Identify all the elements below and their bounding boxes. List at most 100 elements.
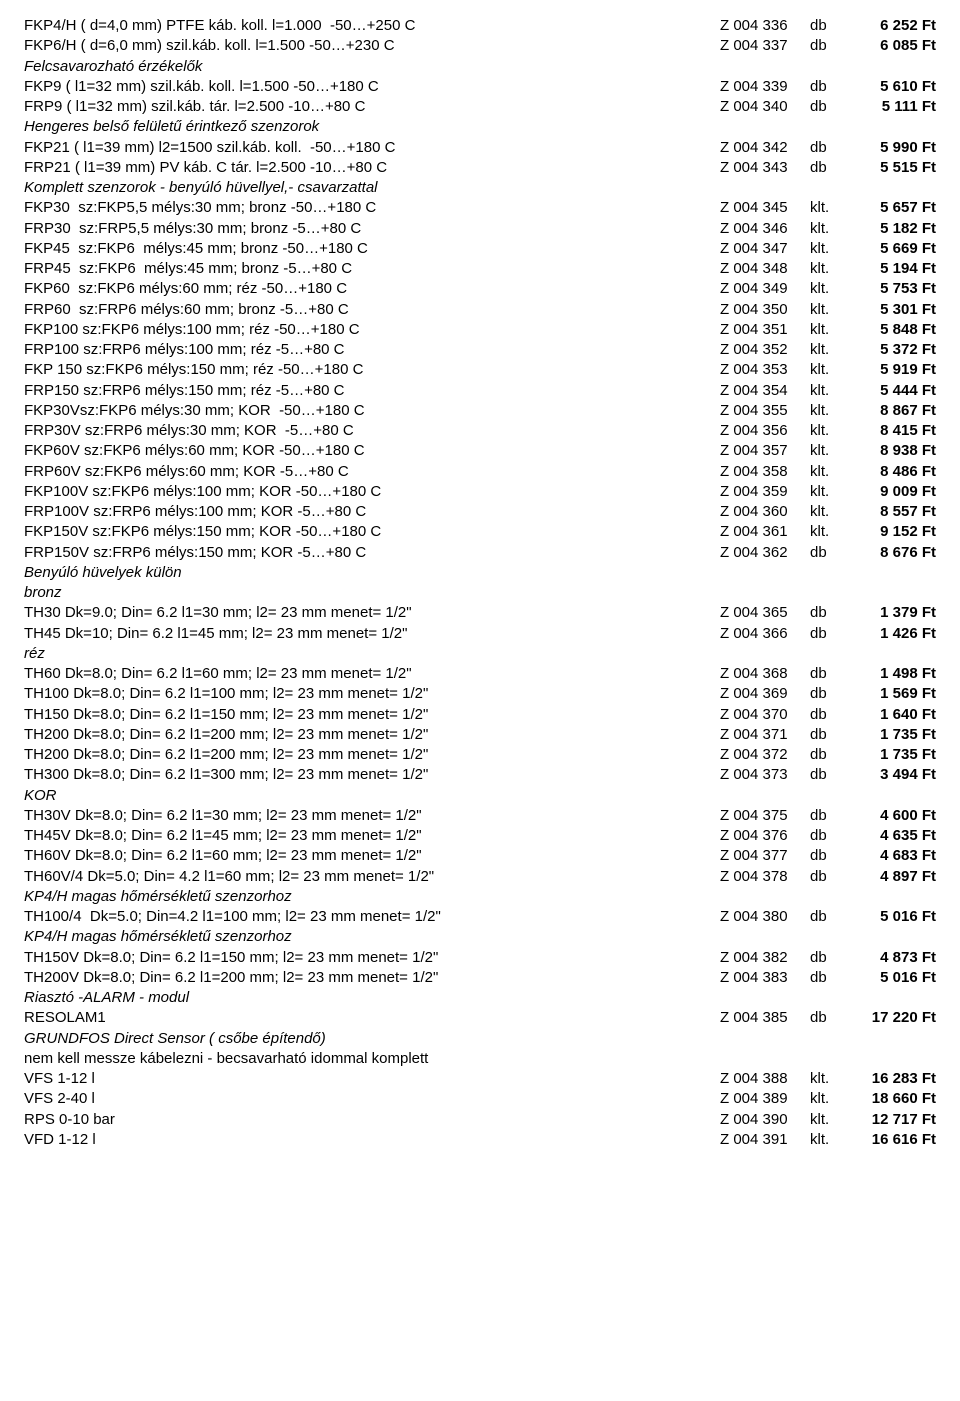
product-code: Z 004 377 bbox=[720, 846, 810, 866]
product-unit: klt. bbox=[810, 1089, 846, 1109]
section-heading: KP4/H magas hőmérsékletű szenzorhoz bbox=[24, 927, 936, 947]
product-code: Z 004 370 bbox=[720, 705, 810, 725]
price-list: FKP4/H ( d=4,0 mm) PTFE káb. koll. l=1.0… bbox=[24, 16, 936, 1150]
section-heading: Felcsavarozható érzékelők bbox=[24, 57, 936, 77]
price-row: FRP9 ( l1=32 mm) szil.káb. tár. l=2.500 … bbox=[24, 97, 936, 117]
price-row: FRP100V sz:FRP6 mélys:100 mm; KOR -5…+80… bbox=[24, 502, 936, 522]
section-heading: KOR bbox=[24, 786, 936, 806]
section-heading: réz bbox=[24, 644, 936, 664]
product-unit: klt. bbox=[810, 482, 846, 502]
section-heading: Benyúló hüvelyek külön bbox=[24, 563, 936, 583]
section-heading: Riasztó -ALARM - modul bbox=[24, 988, 936, 1008]
price-row: TH60V/4 Dk=5.0; Din= 4.2 l1=60 mm; l2= 2… bbox=[24, 867, 936, 887]
product-code: Z 004 346 bbox=[720, 219, 810, 239]
product-code: Z 004 343 bbox=[720, 158, 810, 178]
product-price: 8 676 Ft bbox=[846, 543, 936, 563]
product-unit: db bbox=[810, 16, 846, 36]
price-row: FKP9 ( l1=32 mm) szil.káb. koll. l=1.500… bbox=[24, 77, 936, 97]
product-price: 5 753 Ft bbox=[846, 279, 936, 299]
price-row: VFS 2-40 lZ 004 389klt.18 660 Ft bbox=[24, 1089, 936, 1109]
product-unit: db bbox=[810, 846, 846, 866]
product-unit: db bbox=[810, 664, 846, 684]
product-code: Z 004 347 bbox=[720, 239, 810, 259]
product-unit: db bbox=[810, 907, 846, 927]
product-description: VFS 2-40 l bbox=[24, 1089, 720, 1109]
product-price: 1 735 Ft bbox=[846, 745, 936, 765]
product-unit: db bbox=[810, 806, 846, 826]
product-description: TH200 Dk=8.0; Din= 6.2 l1=200 mm; l2= 23… bbox=[24, 745, 720, 765]
product-code: Z 004 391 bbox=[720, 1130, 810, 1150]
product-description: FKP60 sz:FKP6 mélys:60 mm; réz -50…+180 … bbox=[24, 279, 720, 299]
product-description: TH100 Dk=8.0; Din= 6.2 l1=100 mm; l2= 23… bbox=[24, 684, 720, 704]
product-description: TH45V Dk=8.0; Din= 6.2 l1=45 mm; l2= 23 … bbox=[24, 826, 720, 846]
product-description: FRP60 sz:FRP6 mélys:60 mm; bronz -5…+80 … bbox=[24, 300, 720, 320]
price-row: TH100 Dk=8.0; Din= 6.2 l1=100 mm; l2= 23… bbox=[24, 684, 936, 704]
price-row: TH30 Dk=9.0; Din= 6.2 l1=30 mm; l2= 23 m… bbox=[24, 603, 936, 623]
product-description: FKP 150 sz:FKP6 mélys:150 mm; réz -50…+1… bbox=[24, 360, 720, 380]
price-row: FKP150V sz:FKP6 mélys:150 mm; KOR -50…+1… bbox=[24, 522, 936, 542]
product-description: TH60 Dk=8.0; Din= 6.2 l1=60 mm; l2= 23 m… bbox=[24, 664, 720, 684]
section-heading: Komplett szenzorok - benyúló hüvellyel,-… bbox=[24, 178, 936, 198]
price-row: RPS 0-10 barZ 004 390klt.12 717 Ft bbox=[24, 1110, 936, 1130]
product-price: 5 919 Ft bbox=[846, 360, 936, 380]
product-unit: klt. bbox=[810, 1110, 846, 1130]
product-description: TH30V Dk=8.0; Din= 6.2 l1=30 mm; l2= 23 … bbox=[24, 806, 720, 826]
product-unit: db bbox=[810, 948, 846, 968]
price-row: FRP60 sz:FRP6 mélys:60 mm; bronz -5…+80 … bbox=[24, 300, 936, 320]
product-price: 4 683 Ft bbox=[846, 846, 936, 866]
product-code: Z 004 390 bbox=[720, 1110, 810, 1130]
price-row: RESOLAM1Z 004 385db17 220 Ft bbox=[24, 1008, 936, 1028]
product-description: TH300 Dk=8.0; Din= 6.2 l1=300 mm; l2= 23… bbox=[24, 765, 720, 785]
product-code: Z 004 361 bbox=[720, 522, 810, 542]
product-unit: db bbox=[810, 158, 846, 178]
product-price: 5 669 Ft bbox=[846, 239, 936, 259]
price-row: TH150V Dk=8.0; Din= 6.2 l1=150 mm; l2= 2… bbox=[24, 948, 936, 968]
product-price: 16 283 Ft bbox=[846, 1069, 936, 1089]
product-unit: klt. bbox=[810, 522, 846, 542]
product-unit: klt. bbox=[810, 360, 846, 380]
price-row: TH200 Dk=8.0; Din= 6.2 l1=200 mm; l2= 23… bbox=[24, 725, 936, 745]
product-price: 9 152 Ft bbox=[846, 522, 936, 542]
product-price: 5 610 Ft bbox=[846, 77, 936, 97]
product-code: Z 004 359 bbox=[720, 482, 810, 502]
section-heading: KP4/H magas hőmérsékletű szenzorhoz bbox=[24, 887, 936, 907]
product-code: Z 004 362 bbox=[720, 543, 810, 563]
product-code: Z 004 350 bbox=[720, 300, 810, 320]
product-price: 1 498 Ft bbox=[846, 664, 936, 684]
product-price: 5 848 Ft bbox=[846, 320, 936, 340]
product-price: 8 557 Ft bbox=[846, 502, 936, 522]
price-row: FKP 150 sz:FKP6 mélys:150 mm; réz -50…+1… bbox=[24, 360, 936, 380]
product-description: FKP45 sz:FKP6 mélys:45 mm; bronz -50…+18… bbox=[24, 239, 720, 259]
product-code: Z 004 357 bbox=[720, 441, 810, 461]
product-code: Z 004 349 bbox=[720, 279, 810, 299]
product-unit: klt. bbox=[810, 462, 846, 482]
product-code: Z 004 348 bbox=[720, 259, 810, 279]
price-row: FKP30Vsz:FKP6 mélys:30 mm; KOR -50…+180 … bbox=[24, 401, 936, 421]
product-price: 5 111 Ft bbox=[846, 97, 936, 117]
product-description: TH60V/4 Dk=5.0; Din= 4.2 l1=60 mm; l2= 2… bbox=[24, 867, 720, 887]
section-heading: bronz bbox=[24, 583, 936, 603]
product-description: FRP30V sz:FRP6 mélys:30 mm; KOR -5…+80 C bbox=[24, 421, 720, 441]
product-code: Z 004 336 bbox=[720, 16, 810, 36]
product-unit: db bbox=[810, 705, 846, 725]
price-row: TH30V Dk=8.0; Din= 6.2 l1=30 mm; l2= 23 … bbox=[24, 806, 936, 826]
product-price: 8 415 Ft bbox=[846, 421, 936, 441]
price-row: FKP4/H ( d=4,0 mm) PTFE káb. koll. l=1.0… bbox=[24, 16, 936, 36]
price-row: FKP100 sz:FKP6 mélys:100 mm; réz -50…+18… bbox=[24, 320, 936, 340]
product-code: Z 004 371 bbox=[720, 725, 810, 745]
product-unit: klt. bbox=[810, 502, 846, 522]
price-row: TH100/4 Dk=5.0; Din=4.2 l1=100 mm; l2= 2… bbox=[24, 907, 936, 927]
price-row: FKP6/H ( d=6,0 mm) szil.káb. koll. l=1.5… bbox=[24, 36, 936, 56]
product-unit: db bbox=[810, 77, 846, 97]
product-code: Z 004 339 bbox=[720, 77, 810, 97]
product-code: Z 004 340 bbox=[720, 97, 810, 117]
product-unit: db bbox=[810, 1008, 846, 1028]
price-row: FKP100V sz:FKP6 mélys:100 mm; KOR -50…+1… bbox=[24, 482, 936, 502]
product-code: Z 004 382 bbox=[720, 948, 810, 968]
price-row: TH60 Dk=8.0; Din= 6.2 l1=60 mm; l2= 23 m… bbox=[24, 664, 936, 684]
product-code: Z 004 355 bbox=[720, 401, 810, 421]
product-description: FKP4/H ( d=4,0 mm) PTFE káb. koll. l=1.0… bbox=[24, 16, 720, 36]
price-row: TH300 Dk=8.0; Din= 6.2 l1=300 mm; l2= 23… bbox=[24, 765, 936, 785]
product-price: 5 657 Ft bbox=[846, 198, 936, 218]
product-description: FKP100 sz:FKP6 mélys:100 mm; réz -50…+18… bbox=[24, 320, 720, 340]
